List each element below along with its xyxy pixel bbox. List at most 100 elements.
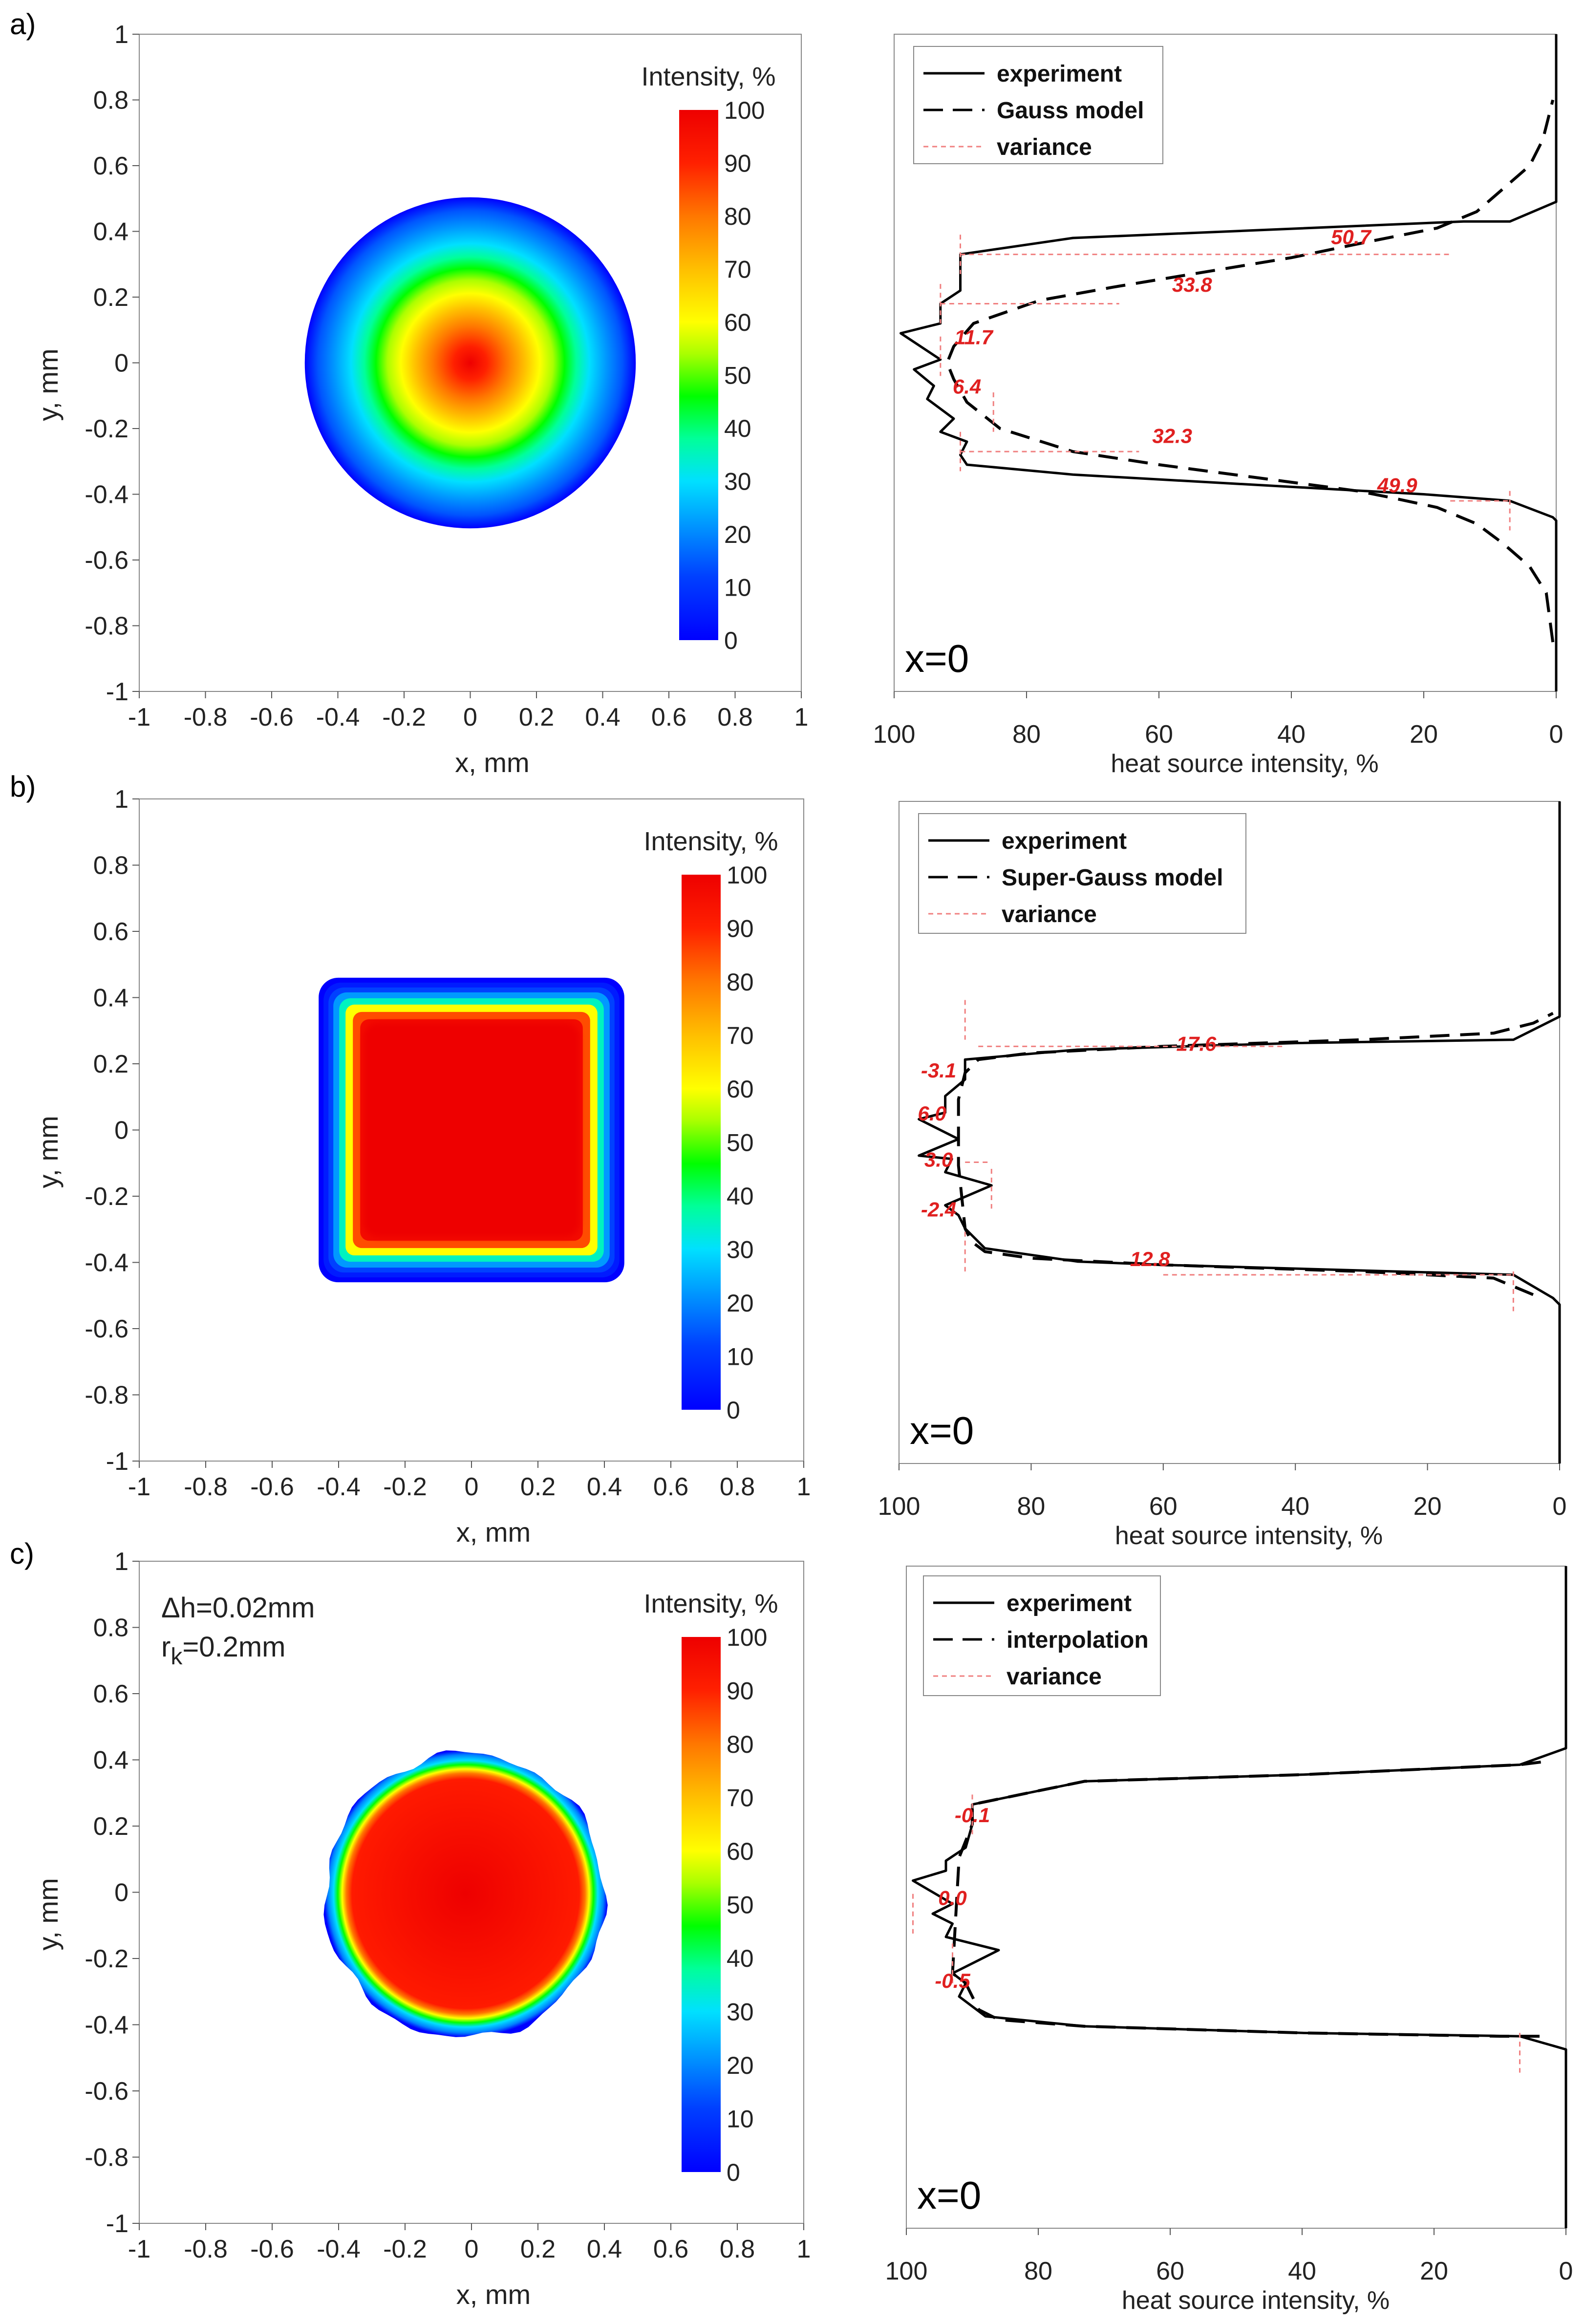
y-tick-label: 0.6: [93, 1680, 129, 1708]
legend-entry: variance: [997, 134, 1092, 160]
y-tick-label: -0.4: [85, 2011, 129, 2040]
annotation-rk: rk=0.2mm: [161, 1631, 285, 1670]
legend-box: [913, 46, 1163, 164]
colorbar-tick-label: 20: [727, 2052, 754, 2079]
y-tick-label: 0: [114, 1117, 129, 1145]
variance-label: 6.0: [918, 1102, 946, 1125]
x-tick-label: -0.8: [184, 703, 228, 732]
legend: experiment interpolation variance: [923, 1575, 1161, 1696]
y-tick-label: -1: [106, 1447, 129, 1476]
colorbar-tick-label: 0: [727, 1397, 740, 1424]
y-tick-label: 0.2: [93, 1812, 129, 1841]
colorbar-tick-label: 40: [724, 415, 751, 442]
annotation-r: r: [161, 1631, 171, 1663]
x-tick-label: 0: [1553, 1492, 1567, 1521]
panel-label: c): [10, 1537, 34, 1570]
colorbar: [682, 875, 721, 1410]
profile-position-label: x=0: [917, 2173, 981, 2217]
intensity-spot: [304, 197, 636, 529]
y-tick-label: 0.4: [93, 1746, 129, 1775]
colorbar-title: Intensity, %: [643, 1589, 778, 1618]
y-tick-label: 0.6: [93, 152, 129, 180]
y-tick-label: -0.4: [85, 481, 129, 509]
model-line: [951, 1760, 1546, 2038]
y-tick-label: 1: [114, 1548, 129, 1576]
x-tick-label: 20: [1410, 720, 1438, 749]
colorbar-tick-label: 20: [724, 521, 751, 548]
colorbar-tick-label: 100: [724, 97, 765, 124]
profile-position-label: x=0: [910, 1409, 974, 1452]
variance-label: 12.8: [1130, 1248, 1170, 1270]
colorbar-tick-label: 80: [727, 968, 754, 996]
colorbar-tick-label: 20: [727, 1290, 754, 1317]
variance-label: 3.0: [924, 1148, 953, 1171]
variance-label: -0.5: [935, 1969, 970, 1992]
legend: experiment Gauss model variance: [913, 46, 1163, 164]
annotation-value: =0.2mm: [182, 1631, 285, 1663]
y-axis-label: y, mm: [33, 1116, 64, 1188]
x-axis-label: x, mm: [456, 2279, 531, 2310]
legend-entry: Super-Gauss model: [1002, 865, 1223, 891]
colorbar-tick-label: 60: [727, 1076, 754, 1103]
x-tick-label: 0.6: [653, 2235, 688, 2263]
y-tick-label: -1: [106, 678, 129, 706]
x-tick-label: 40: [1281, 1492, 1309, 1521]
x-tick-label: 0.6: [651, 703, 686, 732]
y-tick-label: -0.2: [85, 415, 129, 443]
y-tick-label: 0: [114, 349, 129, 378]
x-tick-label: 0.2: [520, 1473, 556, 1501]
variance-label: -3.1: [921, 1059, 956, 1082]
variance-label: -2.4: [921, 1198, 956, 1221]
legend-entry: variance: [1002, 902, 1097, 927]
variance-label: 49.9: [1377, 473, 1417, 496]
x-axis-label: heat source intensity, %: [1122, 2286, 1390, 2315]
profile-panel-2: 100 80 60 40 20 0 heat source intensity, % -0.1…: [885, 1566, 1573, 2315]
x-axis-label: heat source intensity, %: [1115, 1522, 1383, 1550]
intensity-spot: [323, 1750, 608, 2037]
x-tick-label: 0.8: [717, 703, 752, 732]
x-tick-label: 40: [1277, 720, 1306, 749]
variance-label: 6.4: [953, 375, 981, 398]
colorbar: [682, 1637, 721, 2172]
y-tick-label: -0.6: [85, 546, 129, 575]
annotation-k: k: [171, 1644, 183, 1670]
colorbar-tick-label: 10: [727, 2106, 754, 2133]
y-tick-label: -0.8: [85, 612, 129, 641]
colorbar-tick-label: 100: [727, 861, 767, 889]
colorbar-tick-label: 90: [727, 915, 754, 943]
x-tick-label: 0.2: [520, 2235, 556, 2263]
legend-entry: variance: [1007, 1664, 1102, 1690]
y-tick-label: 0.8: [93, 852, 129, 880]
y-tick-label: -0.6: [85, 1315, 129, 1343]
legend-entry: interpolation: [1007, 1627, 1149, 1653]
colorbar-tick-label: 0: [727, 2159, 740, 2186]
colorbar-tick-label: 80: [724, 203, 751, 230]
variance-label: 32.3: [1152, 424, 1192, 447]
profile-position-label: x=0: [905, 637, 969, 680]
intensity-core: [364, 1022, 579, 1238]
legend: experiment Super-Gauss model variance: [918, 813, 1246, 934]
y-tick-label: 0.4: [93, 984, 129, 1012]
colorbar-tick-label: 70: [727, 1785, 754, 1812]
colorbar-tick-label: 50: [727, 1129, 754, 1157]
colorbar-tick-label: 30: [724, 468, 751, 495]
x-tick-label: 100: [878, 1492, 921, 1521]
colorbar-tick-label: 100: [727, 1624, 767, 1651]
y-tick-label: 0.8: [93, 1614, 129, 1642]
x-tick-label: -0.2: [383, 2235, 427, 2263]
y-tick-label: -0.4: [85, 1249, 129, 1277]
x-tick-label: -0.2: [382, 703, 426, 732]
x-tick-label: -1: [128, 703, 150, 732]
model-line: [945, 99, 1555, 643]
x-tick-label: 60: [1145, 720, 1173, 749]
profile-panel-1: 100 80 60 40 20 0 heat source intensity, % 17.6…: [878, 801, 1567, 1550]
panel-label: a): [10, 8, 36, 41]
colorbar-tick-label: 50: [724, 362, 751, 389]
x-tick-label: 60: [1149, 1492, 1178, 1521]
heatmap-panel-2: c) -1 -0.8 -0.6 -0.4 -0.2 0 0.2 0.4 0.6 0.8 1 1 0.8 0.…: [10, 1537, 811, 2310]
plot-frame: [906, 1566, 1566, 2229]
x-axis-label: x, mm: [455, 747, 529, 778]
x-tick-label: 0.4: [587, 1473, 622, 1501]
colorbar-tick-label: 90: [724, 150, 751, 177]
